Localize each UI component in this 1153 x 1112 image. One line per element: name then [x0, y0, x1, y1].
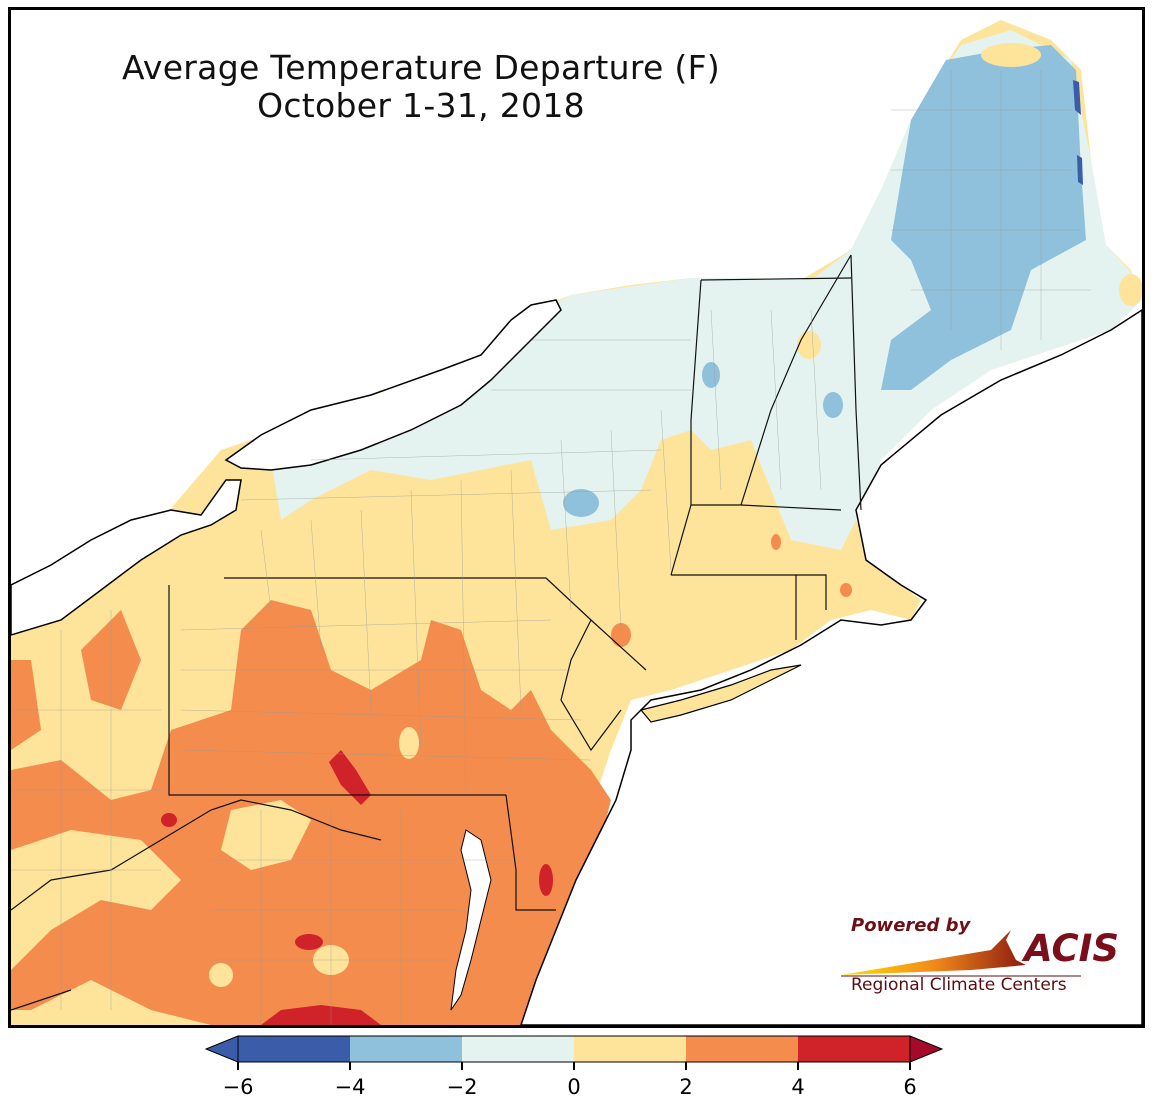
logo-acis-text: ACIS — [1024, 927, 1120, 970]
blob-blue-3 — [823, 392, 843, 418]
colorbar-ticks: −6 −4 −2 0 2 4 6 — [223, 1062, 917, 1099]
map-frame: Average Temperature Departure (F) Octobe… — [8, 7, 1145, 1028]
blob-yellow-va-2 — [209, 963, 233, 987]
colorbar-tick-label: −2 — [447, 1075, 478, 1099]
region-orange-west — [11, 610, 141, 750]
region-orange-south — [11, 600, 611, 1025]
colorbar-bin — [574, 1036, 686, 1062]
temperature-departure-map — [11, 20, 1142, 1025]
long-island — [639, 664, 802, 723]
colorbar-under-arrow — [204, 1035, 239, 1063]
colorbar-bins — [204, 1035, 944, 1063]
blob-red-2 — [295, 934, 323, 950]
blob-yellow-2 — [1119, 274, 1142, 306]
blob-yellow-pa — [399, 727, 419, 759]
blob-orange-1 — [611, 623, 631, 647]
region-yellow-inside-south — [11, 800, 311, 970]
blob-yellow-3 — [981, 43, 1041, 67]
blob-red-1 — [161, 813, 177, 827]
lake-erie — [11, 479, 242, 636]
blob-blue-2 — [702, 362, 720, 388]
colorbar-tick-label: 4 — [791, 1075, 804, 1099]
colorbar-tick-label: 6 — [903, 1075, 916, 1099]
region-red-bottom — [261, 1005, 381, 1025]
chesapeake-bay — [450, 829, 492, 1011]
logo-powered-by: Powered by — [851, 915, 971, 936]
state-boundaries — [11, 254, 862, 1011]
blob-blue-1 — [563, 489, 599, 517]
acis-swoosh-icon — [841, 930, 1081, 977]
colorbar-bin — [350, 1036, 462, 1062]
map-title: Average Temperature Departure (F) — [121, 48, 721, 87]
colorbar-tick-label: 0 — [567, 1075, 580, 1099]
blob-yellow-1 — [797, 331, 821, 359]
colorbar-bin — [462, 1036, 574, 1062]
logo-regional-climate-centers: Regional Climate Centers — [851, 975, 1067, 995]
blob-orange-2 — [771, 534, 781, 550]
blob-red-3 — [539, 864, 553, 896]
colorbar-tick-label: −4 — [335, 1075, 366, 1099]
lake-ontario — [224, 299, 562, 471]
acis-logo: Powered by ACIS Regional Climate Centers — [836, 905, 1136, 1005]
region-mid-blue-maine — [881, 45, 1086, 390]
county-boundaries — [11, 70, 1091, 1025]
region-red-pa — [329, 750, 371, 805]
colorbar-bin — [686, 1036, 798, 1062]
colorbar-tick-label: −6 — [223, 1075, 254, 1099]
region-dark-blue-maine — [1073, 80, 1083, 185]
colorbar-bin — [798, 1036, 910, 1062]
map-subtitle: October 1-31, 2018 — [257, 86, 585, 125]
colorbar-over-arrow — [909, 1035, 944, 1063]
blob-orange-3 — [840, 583, 852, 597]
atlantic-ocean — [520, 309, 1142, 1025]
colorbar: −6 −4 −2 0 2 4 6 — [204, 1035, 944, 1099]
colorbar-bin — [238, 1036, 350, 1062]
colorbar-tick-label: 2 — [679, 1075, 692, 1099]
